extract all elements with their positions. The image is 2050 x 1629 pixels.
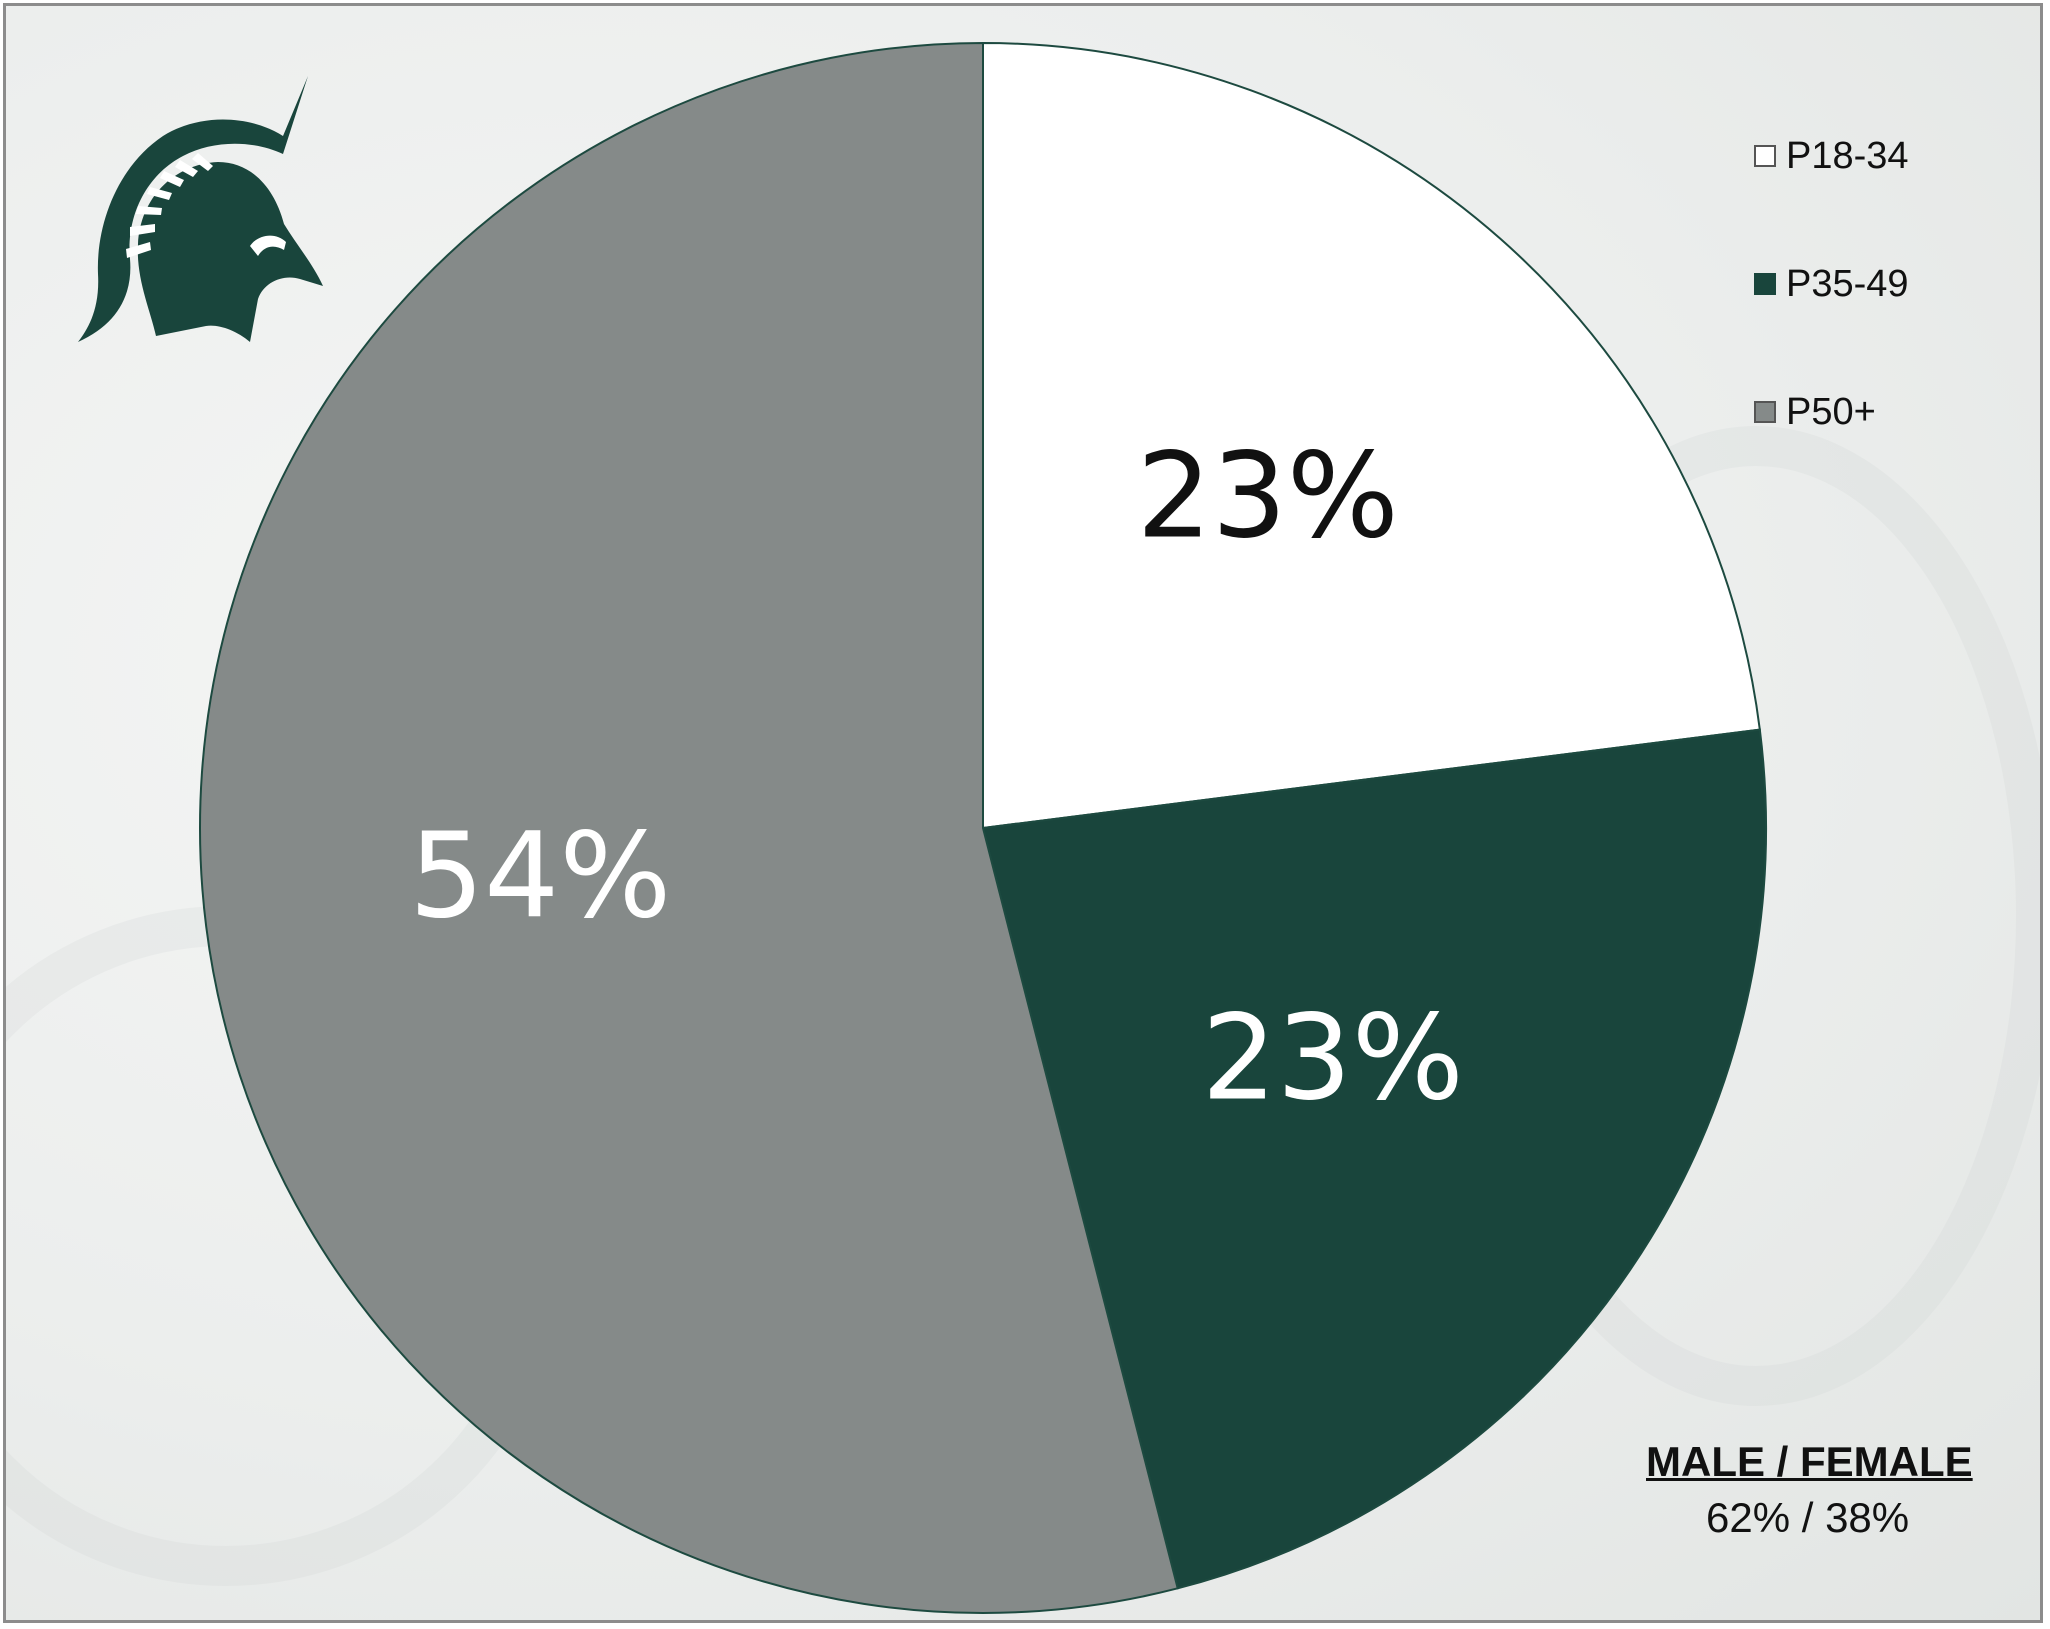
legend-item: P50+ [1754,390,1909,434]
slice-data-label: 23% [1202,988,1464,1126]
gender-values: 62% / 38% [1706,1494,1910,1541]
spartan-helmet-icon [78,76,323,342]
slice-data-label: 54% [409,806,671,944]
pie-slice-p18-34 [982,41,1761,830]
gender-split: MALE / FEMALE 62% / 38% [1646,1438,2026,1542]
pie-slice-p50- [199,41,1179,1614]
slide-frame: 23% 23% 54% P18-34 P35-49 [3,3,2043,1623]
legend: P18-34 P35-49 P50+ [1754,134,1909,518]
legend-label: P50+ [1786,390,1876,433]
legend-item: P18-34 [1754,134,1909,178]
legend-label: P35-49 [1786,262,1909,305]
pie-chart: 23% 23% 54% [199,41,1767,1614]
legend-swatch [1754,401,1776,423]
pie-slice-p35-49 [981,728,1767,1590]
legend-label: P18-34 [1786,134,1909,177]
slice-data-label: 23% [1137,426,1399,564]
legend-swatch [1754,145,1776,167]
gender-title: MALE / FEMALE [1646,1438,1973,1485]
legend-swatch [1754,273,1776,295]
legend-item: P35-49 [1754,262,1909,306]
